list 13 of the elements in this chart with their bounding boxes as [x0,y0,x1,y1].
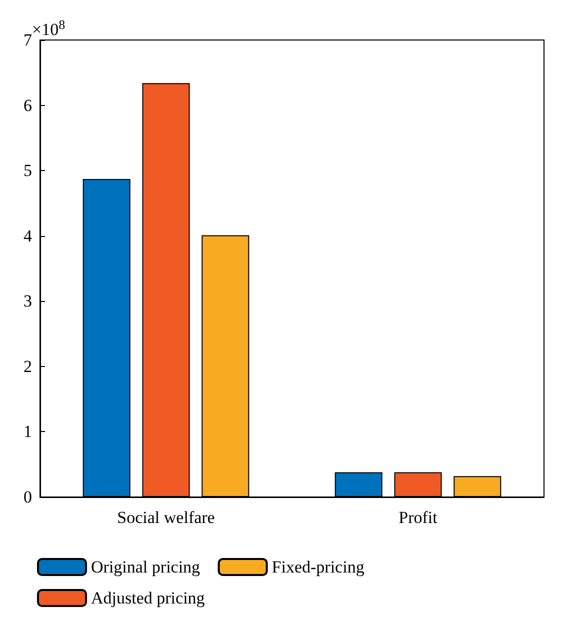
y-tick-label: 2 [24,356,32,376]
legend-label: Fixed-pricing [272,558,365,576]
y-tick-label: 0 [24,488,32,506]
y-tick-label: 7 [24,30,32,50]
y-tick-label: 4 [24,226,32,246]
y-tick-label: 6 [24,96,32,115]
legend-label: Adjusted pricing [91,588,206,608]
y-tick-label: 3 [24,292,32,311]
legend-label: Original pricing [91,558,201,576]
y-tick-label: 5 [24,161,32,180]
x-tick-label: Social welfare [117,508,215,527]
x-tick-label: Profit [398,508,438,527]
y-tick-label: 1 [24,422,32,442]
